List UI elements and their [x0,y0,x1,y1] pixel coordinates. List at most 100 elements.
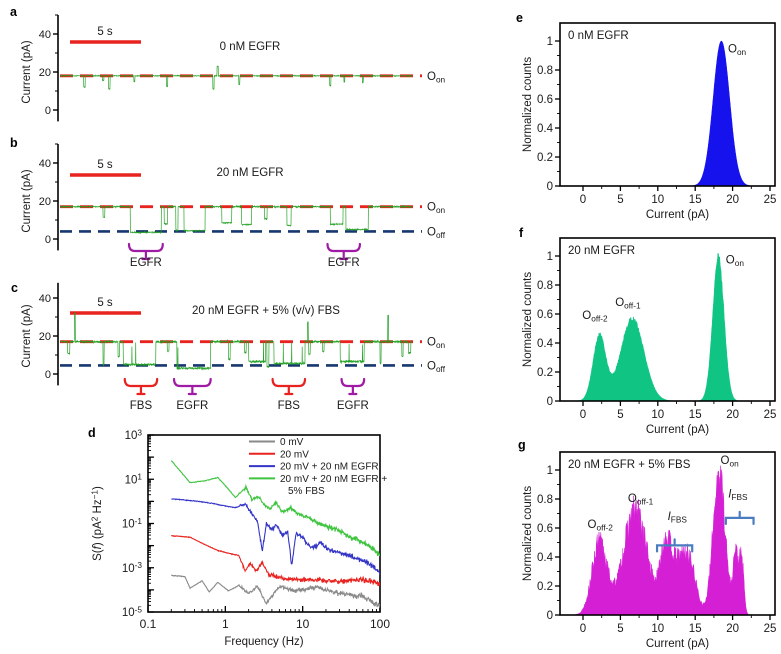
y-axis-label: Normalized counts [522,486,534,581]
peak-label: Ooff-2 [588,519,614,533]
histogram-distribution [568,252,768,401]
scale-bar-label: 5 s [97,26,113,38]
event-brace [127,242,164,261]
panel-e-plot: 0 5 10 15 20 25 0 0.2 0.4 0.6 0.8 1 Current (pA) Norm… [522,22,776,221]
y-tick-label: 10-5 [122,605,143,619]
y-tick-label: 20 [39,67,51,79]
x-tick-label: 1 [222,617,229,631]
psd-series-20-mv-20-nm-egfr [171,498,380,576]
panel-b-plot: 0 20 40 Current (pA) 5 s 20 nM EGFR Oon Ooff EGF… [21,143,446,269]
panel-d-plot: 0.1 1 10 100 103 101 10-1 10-3 10-5 Frequency (Hz… [90,428,390,648]
x-tick-label: 5 [617,409,623,421]
legend-label: 0 mV [280,437,304,448]
panel-a-plot: 0 20 40 Current (pA) 5 s 0 nM EGFR Oon [21,14,446,122]
panel-b-current-trace: 0 20 40 Current (pA) 5 s 20 nM EGFR Oon Ooff EGF… [0,132,460,278]
y-tick-label: 0.8 [537,494,553,506]
panel-c-current-trace: 0 20 40 Current (pA) 5 s 20 nM EGFR + 5% (v/v… [0,278,460,425]
x-tick-label: 0 [580,194,586,206]
y-tick-label: 20 [39,196,51,208]
panel-a-current-trace: 0 20 40 Current (pA) 5 s 0 nM EGFR Oon [0,0,460,132]
panel-letter-f: f [519,226,524,240]
x-axis-label: Frequency (Hz) [224,636,303,648]
panel-letter-c: c [11,281,18,295]
psd-series-0-mv [170,574,380,608]
x-axis-label: Current (pA) [646,209,709,221]
y-tick-label: 1 [547,251,553,263]
current-trace-line [59,65,413,90]
y-tick-label: 0.4 [537,338,554,350]
psd-series-20-mv-20-nm-egfr-5-fbs [170,460,380,557]
x-tick-label: 0 [580,409,586,421]
x-tick-label: 0 [580,623,586,635]
psd-series-20-mv [171,535,380,587]
x-tick-label: 20 [726,194,739,206]
panel-d-psd-plot: 0.1 1 10 100 103 101 10-1 10-3 10-5 Frequency (Hz… [85,425,481,654]
event-brace-label: EGFR [130,257,162,269]
x-tick-label: 10 [651,623,664,635]
y-tick-label: 0.2 [537,367,553,379]
event-brace-label: EGFR [328,257,360,269]
y-tick-label: 10-3 [122,561,143,575]
panel-c-plot: 0 20 40 Current (pA) 5 s 20 nM EGFR + 5% (v/v… [21,282,446,412]
hist-panel-e: 0 5 10 15 20 25 0 0.2 0.4 0.6 0.8 1 Current (pA) Norm… [522,22,776,221]
x-tick-label: 5 [617,623,623,635]
scale-bar-label: 5 s [97,297,113,309]
y-tick-label: 0 [547,610,553,622]
off-state-label: Ooff [427,226,446,240]
event-brace-label: FBS [278,400,301,412]
x-tick-label: 10 [651,409,664,421]
plot-box [559,451,776,616]
current-trace-line [59,312,413,371]
y-tick-label: 101 [125,473,143,487]
on-state-label: Oon [427,337,446,351]
hist-panel-f: 0 5 10 15 20 25 0 0.2 0.4 0.6 0.8 1 Current (pA) Norm… [522,237,777,436]
event-brace [172,377,212,396]
panel-f-histogram: 0 5 10 15 20 25 0 0.2 0.4 0.6 0.8 1 Current (pA) Norm… [520,223,781,437]
y-tick-label: 40 [39,29,51,41]
on-state-label: Oon [427,71,446,85]
y-tick-label: 20 [39,331,51,343]
y-axis-label: Normalized counts [522,57,534,152]
panel-f-plot: 0 5 10 15 20 25 0 0.2 0.4 0.6 0.8 1 Current (pA) Norm… [522,237,777,436]
x-tick-label: 15 [689,194,702,206]
panel-g-plot: 0 5 10 15 20 25 0 0.2 0.4 0.6 0.8 1 Current (pA) Norm… [522,451,776,650]
y-axis-label: S(f) (pA2 Hz−1) [90,486,104,561]
y-tick-label: 0 [547,396,553,408]
histogram-distribution [568,40,768,186]
x-tick-label: 20 [726,409,739,421]
panel-title: 20 nM EGFR + 5% (v/v) FBS [192,305,340,317]
fbs-range-brace [655,538,694,553]
y-axis-label: Current (pA) [21,40,33,103]
x-tick-label: 25 [764,409,777,421]
y-tick-label: 40 [39,158,51,170]
y-tick-label: 0.2 [537,152,553,164]
peak-label: IFBS [728,489,748,503]
legend-label: 20 mV [280,449,309,460]
x-axis-label: Current (pA) [646,424,709,436]
scale-bar-label: 5 s [97,159,113,171]
legend-label: 5% FBS [288,486,325,497]
y-tick-label: 1 [547,36,553,48]
event-brace [271,377,307,396]
panel-letter-a: a [10,5,17,19]
event-brace [326,242,362,261]
y-axis-label: Current (pA) [21,304,33,367]
event-brace-label: EGFR [337,400,369,412]
plot-box [559,22,776,187]
histogram-distribution [568,465,768,615]
y-axis-label: Current (pA) [21,169,33,232]
panel-letter-e: e [516,11,523,25]
event-brace [123,377,159,396]
x-tick-label: 10 [296,617,310,631]
y-tick-label: 1 [547,465,553,477]
event-brace-label: FBS [130,400,153,412]
y-tick-label: 0.8 [537,280,553,292]
y-tick-label: 0 [45,369,51,381]
panel-e-histogram: 0 5 10 15 20 25 0 0.2 0.4 0.6 0.8 1 Current (pA) Norm… [520,8,781,223]
psd-panel: 0.1 1 10 100 103 101 10-1 10-3 10-5 Frequency (Hz… [90,428,390,648]
trace-panel-b: 0 20 40 Current (pA) 5 s 20 nM EGFR Oon Ooff EGF… [21,143,446,269]
y-tick-label: 0.6 [537,523,553,535]
y-tick-label: 0.4 [537,552,554,564]
x-tick-label: 0.1 [140,617,157,631]
panel-title: 0 nM EGFR [220,41,281,53]
